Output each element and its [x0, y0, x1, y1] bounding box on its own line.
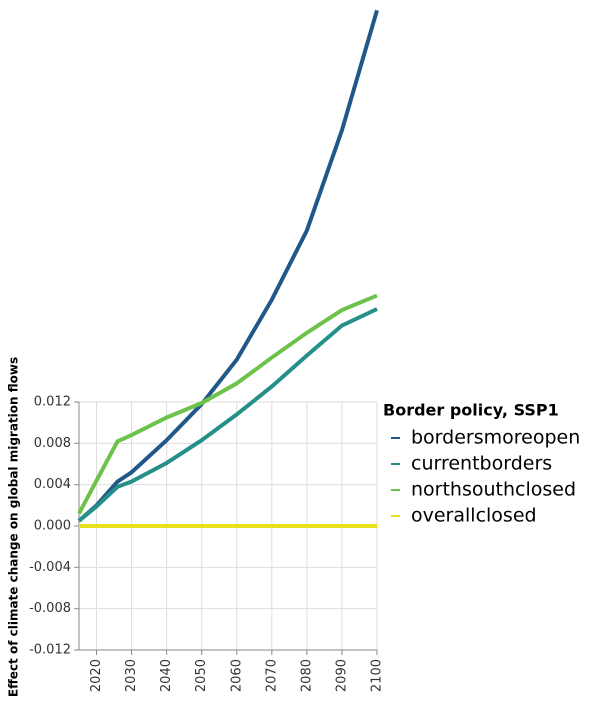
y-tick-label: -0.008: [29, 601, 71, 616]
y-tick-label: 0.008: [34, 436, 71, 451]
x-tick-label: 2020: [89, 659, 104, 692]
legend-label: bordersmoreopen: [411, 427, 580, 449]
legend-title: Border policy, SSP1: [383, 401, 559, 420]
series-line: [77, 9, 379, 523]
y-tick-label: 0.004: [34, 477, 71, 492]
x-tick-label: 2070: [264, 659, 279, 692]
series-line: [77, 307, 378, 523]
y-tick-label: 0.012: [34, 395, 71, 410]
legend-label: currentborders: [411, 453, 552, 475]
x-tick-label: 2080: [299, 659, 314, 692]
legend-label: overallclosed: [411, 505, 537, 527]
series-line: [77, 293, 378, 515]
x-tick-label: 2040: [159, 659, 174, 692]
x-tick-label: 2090: [334, 659, 349, 692]
x-tick-label: 2050: [194, 659, 209, 692]
y-tick-label: -0.004: [29, 560, 71, 575]
x-tick-label: 2030: [124, 659, 139, 692]
x-tick-label: 2100: [370, 659, 385, 692]
x-tick-label: 2060: [229, 659, 244, 692]
y-tick-label: 0.000: [34, 519, 71, 534]
y-tick-label: -0.012: [29, 643, 71, 658]
legend-label: northsouthclosed: [411, 479, 576, 501]
y-axis-title: Effect of climate change on global migra…: [7, 357, 21, 697]
